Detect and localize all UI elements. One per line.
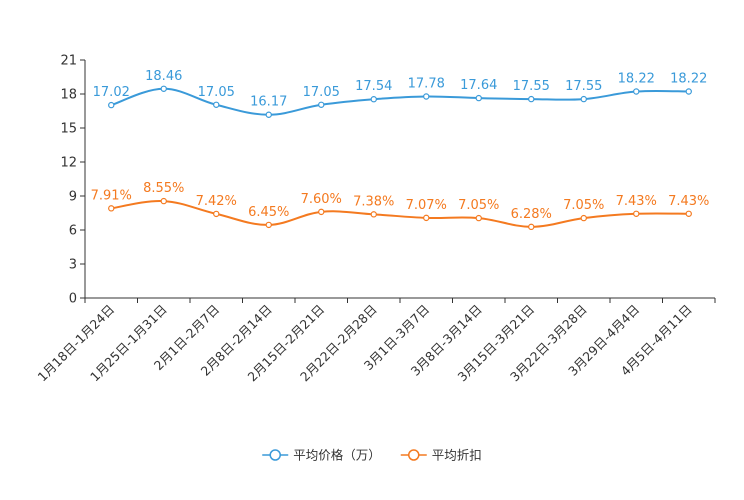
data-label: 17.02 [93,85,130,100]
y-tick-label: 21 [60,54,77,69]
data-point[interactable] [108,205,115,212]
data-point[interactable] [370,211,377,218]
data-point[interactable] [318,208,325,216]
data-label: 17.54 [355,79,392,94]
legend-item-1[interactable]: 平均价格（万） [262,448,381,463]
data-point[interactable] [160,197,167,205]
data-label: 8.55% [143,181,184,196]
series-line [111,200,689,228]
data-label: 6.28% [511,207,552,222]
y-tick-label: 3 [69,258,77,273]
y-tick-label: 9 [69,190,77,205]
data-label: 17.55 [513,79,550,94]
data-point[interactable] [528,95,535,103]
legend[interactable]: 平均价格（万） 平均折扣 [262,448,482,463]
data-label: 7.60% [301,192,342,207]
data-point[interactable] [265,221,272,229]
data-point[interactable] [423,214,430,222]
legend-marker-icon [408,449,420,461]
y-tick-label: 6 [69,224,77,239]
data-label: 7.05% [563,198,604,213]
legend-item-2[interactable]: 平均折扣 [400,448,482,463]
data-label: 7.05% [458,198,499,213]
data-label: 7.43% [616,194,657,209]
data-point[interactable] [160,85,167,92]
data-label: 18.22 [618,72,655,87]
data-point[interactable] [685,210,692,217]
legend-marker-icon [269,449,281,461]
axes: 0369121518211月18日-1月24日1月25日-1月31日2月1日-2… [34,54,716,384]
data-label: 17.55 [565,79,602,94]
data-label: 18.46 [145,69,182,84]
data-point[interactable] [213,101,220,108]
data-point[interactable] [528,223,535,231]
data-point[interactable] [475,214,482,222]
data-point[interactable] [580,214,587,222]
data-point[interactable] [685,88,692,95]
data-label: 7.38% [353,194,394,209]
legend-label: 平均折扣 [432,448,482,463]
data-point[interactable] [475,94,482,102]
data-point[interactable] [423,93,430,100]
data-label: 7.42% [196,194,237,209]
data-point[interactable] [370,96,377,103]
series-lines: 17.02 18.46 17.05 16.17 17.05 17.54 17.78 17.64… [91,69,709,231]
data-point[interactable] [265,111,272,118]
data-point[interactable] [633,210,640,217]
y-tick-label: 18 [60,88,77,103]
series-2: 7.91% 8.55% 7.42% 6.45% 7.60% 7.38% 7.07% 7.05%… [91,181,709,231]
data-label: 6.45% [248,205,289,220]
y-tick-label: 0 [69,292,77,307]
data-label: 17.78 [408,76,445,91]
data-point[interactable] [213,210,220,218]
data-label: 18.22 [670,72,707,87]
data-point[interactable] [633,88,640,95]
series-1: 17.02 18.46 17.05 16.17 17.05 17.54 17.78 17.64… [93,69,707,118]
y-tick-label: 12 [60,156,77,171]
data-point[interactable] [108,101,115,109]
data-label: 17.05 [198,85,235,100]
data-label: 17.64 [460,78,497,93]
data-label: 16.17 [250,95,287,110]
data-label: 17.05 [303,85,340,100]
data-point[interactable] [580,95,587,103]
data-label: 7.07% [406,198,447,213]
data-point[interactable] [318,101,325,108]
series-line [110,87,689,116]
y-tick-label: 15 [60,122,77,137]
legend-label: 平均价格（万） [293,448,381,463]
data-label: 7.43% [668,194,709,209]
data-label: 7.91% [91,188,132,203]
